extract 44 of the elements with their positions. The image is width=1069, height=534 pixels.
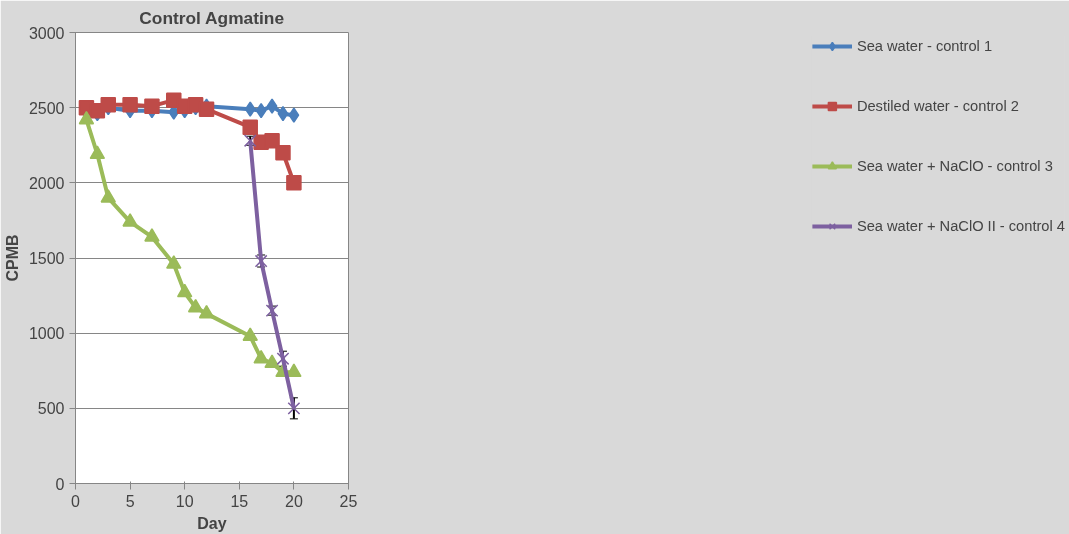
point [198, 304, 215, 319]
legend-label: Destiled water - control 2 [856, 98, 1019, 114]
point [264, 354, 280, 369]
y-tick-label: 1500 [28, 250, 65, 267]
y-tick-label: 2500 [28, 99, 65, 117]
point [275, 145, 291, 161]
point [264, 132, 280, 149]
y-tick-label: 500 [37, 400, 65, 418]
x-tick-label: 5 [125, 492, 135, 510]
x-tick-label: 10 [175, 492, 194, 510]
x-tick-label: 15 [230, 492, 249, 510]
y-tick-label: 3000 [28, 24, 65, 42]
point [89, 145, 106, 160]
y-tick-label: 1000 [28, 325, 65, 343]
point [253, 349, 269, 364]
point [187, 298, 204, 313]
x-tick-label: 25 [339, 492, 358, 510]
point [144, 98, 160, 114]
point [286, 175, 302, 191]
point [277, 105, 289, 122]
point [176, 283, 193, 298]
point [287, 401, 301, 415]
chart-title: Control Agmatine [139, 7, 285, 28]
y-axis-title: CPMB [3, 234, 21, 282]
point [166, 255, 182, 269]
legend-label: Sea water - control 1 [856, 38, 993, 54]
x-axis-title: Day [197, 514, 227, 532]
x-tick-label: 0 [71, 492, 81, 510]
y-tick-label: 2000 [28, 174, 65, 192]
point [122, 213, 138, 227]
legend-label: Sea water + NaClO II - control 4 [856, 218, 1065, 234]
point [144, 228, 160, 242]
point [78, 110, 95, 125]
y-tick-label: 0 [55, 475, 65, 493]
point [288, 107, 300, 123]
x-tick-label: 20 [285, 492, 303, 510]
point [100, 189, 117, 203]
point [255, 102, 267, 119]
point [122, 96, 138, 113]
legend-label: Sea water + NaClO - control 3 [856, 158, 1053, 174]
point [244, 101, 256, 117]
point [242, 327, 258, 341]
point [266, 98, 278, 114]
point [242, 119, 258, 135]
